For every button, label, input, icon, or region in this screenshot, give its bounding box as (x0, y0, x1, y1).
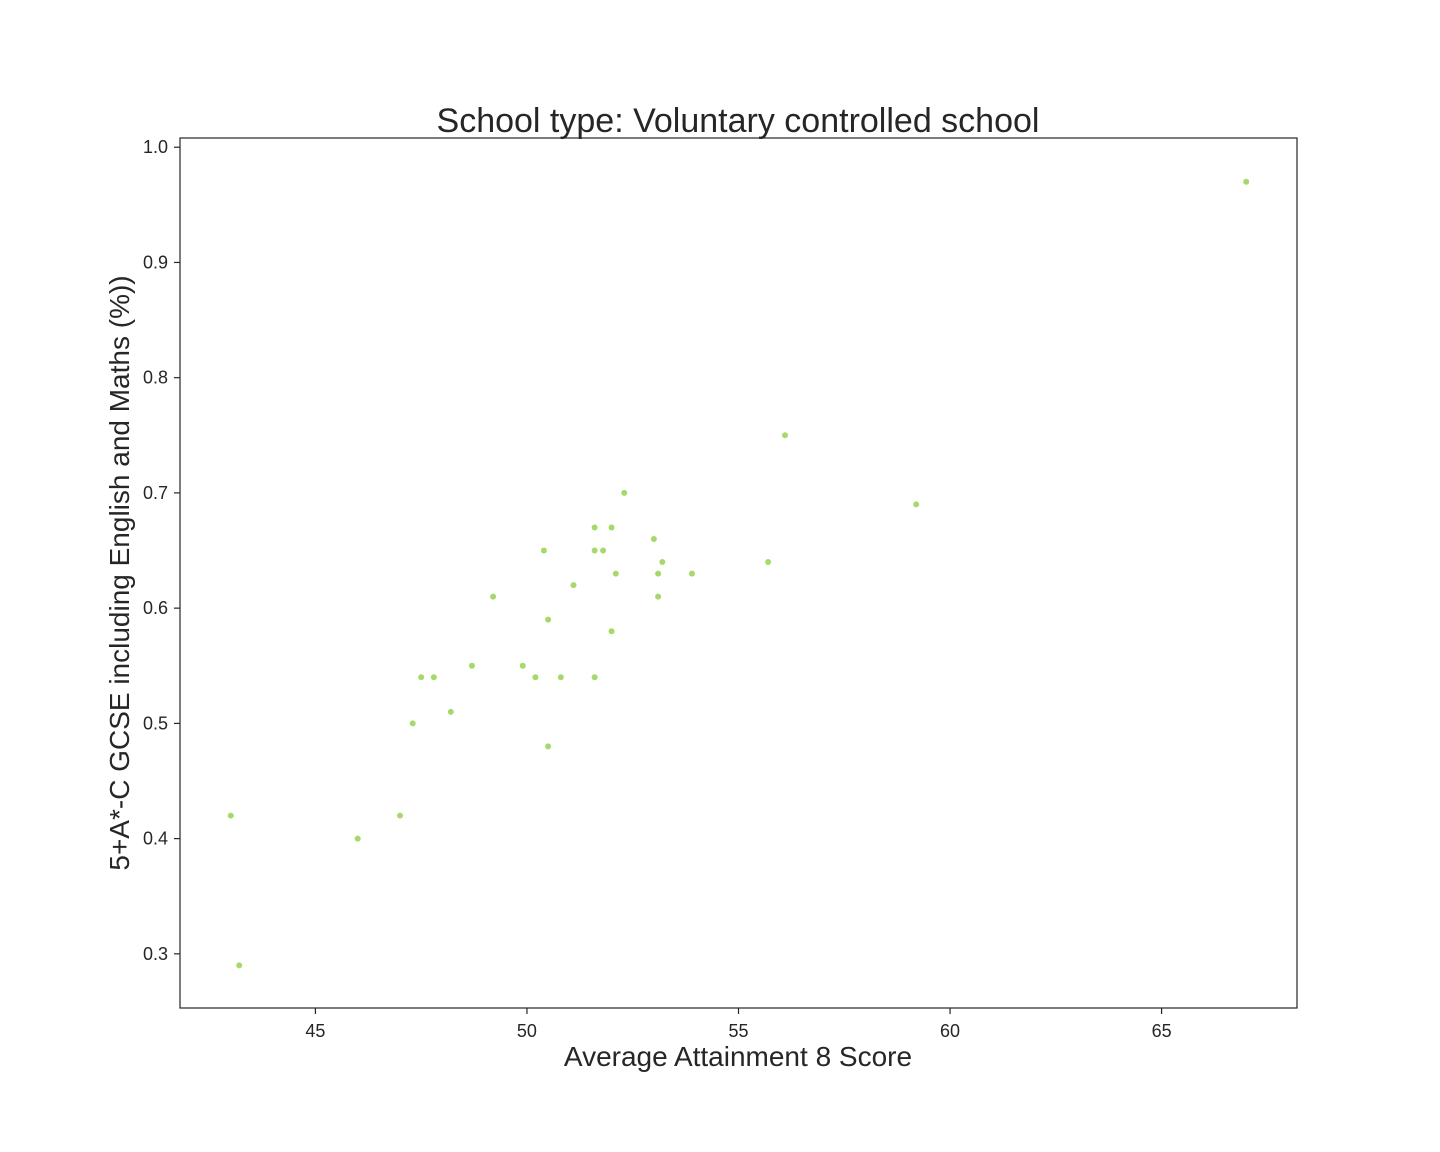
x-tick-label: 60 (940, 1021, 960, 1041)
data-point (490, 593, 497, 600)
x-tick-label: 45 (305, 1021, 325, 1041)
data-point (545, 616, 552, 623)
y-tick-label: 0.6 (143, 598, 168, 618)
data-point (688, 570, 695, 577)
data-point (227, 812, 234, 819)
data-point (236, 962, 243, 969)
y-axis-ticks: 0.3 0.4 0.5 0.6 0.7 0.8 0.9 1.0 (143, 137, 180, 964)
data-point (608, 628, 615, 635)
data-point (519, 662, 526, 669)
data-point (650, 536, 657, 543)
data-point (557, 674, 564, 681)
data-point (621, 489, 628, 496)
data-point (468, 662, 475, 669)
data-point (600, 547, 607, 554)
data-point (913, 501, 920, 508)
data-point (782, 432, 789, 439)
data-point (397, 812, 404, 819)
data-point (532, 674, 539, 681)
chart-title: School type: Voluntary controlled school (437, 102, 1040, 140)
data-point (591, 547, 598, 554)
data-point (354, 835, 361, 842)
y-tick-label: 0.8 (143, 368, 168, 388)
data-point (659, 559, 666, 566)
data-point (655, 570, 662, 577)
data-point (418, 674, 425, 681)
y-axis-label: 5+A*-C GCSE including English and Maths … (104, 275, 135, 870)
y-tick-label: 0.7 (143, 483, 168, 503)
data-point (765, 559, 772, 566)
data-points (227, 178, 1250, 969)
y-tick-label: 0.5 (143, 713, 168, 733)
data-point (545, 743, 552, 750)
y-tick-label: 0.9 (143, 252, 168, 272)
data-point (570, 582, 577, 589)
data-point (409, 720, 416, 727)
x-tick-label: 50 (517, 1021, 537, 1041)
data-point (540, 547, 547, 554)
data-point (1243, 178, 1250, 185)
data-point (430, 674, 437, 681)
data-point (655, 593, 662, 600)
data-point (608, 524, 615, 531)
x-axis-label: Average Attainment 8 Score (564, 1041, 912, 1072)
data-point (447, 708, 454, 715)
y-tick-label: 0.4 (143, 829, 168, 849)
x-tick-label: 55 (728, 1021, 748, 1041)
y-tick-label: 1.0 (143, 137, 168, 157)
x-axis-ticks: 45 50 55 60 65 (305, 1008, 1172, 1041)
data-point (591, 524, 598, 531)
x-tick-label: 65 (1152, 1021, 1172, 1041)
data-point (591, 674, 598, 681)
y-tick-label: 0.3 (143, 944, 168, 964)
data-point (612, 570, 619, 577)
